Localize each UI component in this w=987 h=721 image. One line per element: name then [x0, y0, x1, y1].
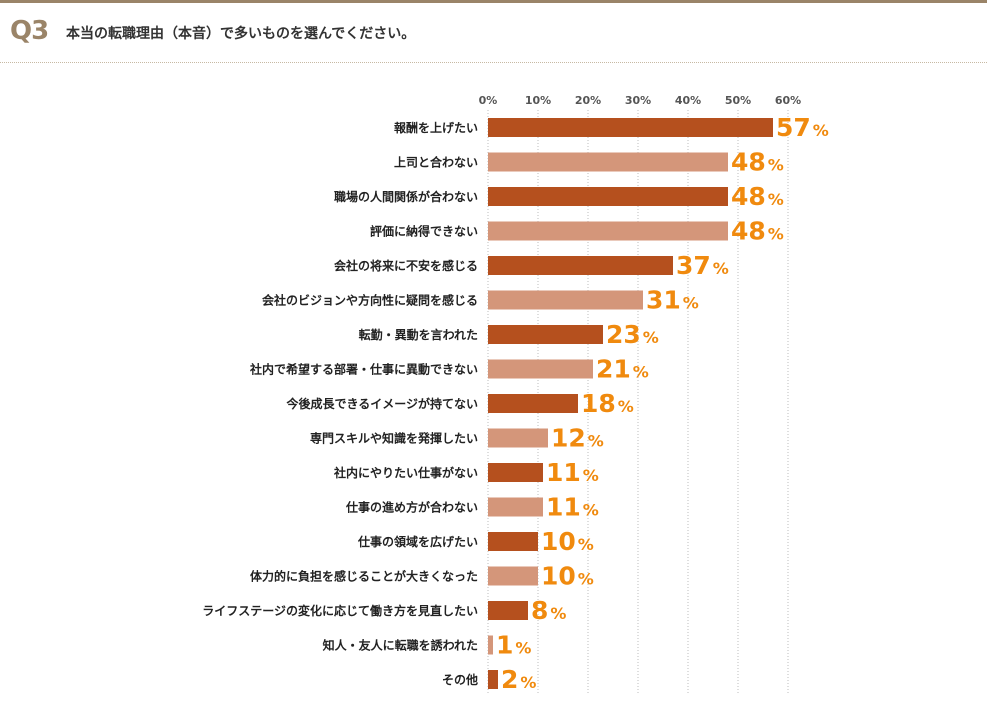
category-label: 上司と合わない	[394, 155, 478, 170]
x-tick-label: 40%	[675, 94, 701, 107]
value-number: 57	[776, 113, 811, 142]
value-number: 23	[606, 320, 641, 349]
value-number: 11	[546, 458, 581, 487]
value-label: 48%	[731, 217, 784, 246]
value-number: 37	[676, 251, 711, 280]
category-label: ライフステージの変化に応じて働き方を見直したい	[202, 603, 478, 618]
value-number: 48	[731, 182, 766, 211]
value-unit: %	[578, 570, 594, 589]
x-tick-label: 10%	[525, 94, 551, 107]
value-label: 2%	[501, 665, 536, 694]
value-label: 1%	[496, 631, 531, 660]
bar	[488, 566, 538, 586]
value-number: 48	[731, 217, 766, 246]
top-rule	[0, 0, 987, 3]
value-unit: %	[633, 363, 649, 382]
value-number: 12	[551, 424, 586, 453]
category-label: 報酬を上げたい	[394, 120, 478, 135]
value-label: 37%	[676, 251, 729, 280]
x-tick-label: 50%	[725, 94, 751, 107]
x-tick-label: 20%	[575, 94, 601, 107]
bar	[488, 187, 728, 206]
value-unit: %	[768, 190, 784, 209]
value-number: 18	[581, 389, 616, 418]
value-unit: %	[618, 397, 634, 416]
value-unit: %	[583, 501, 599, 520]
category-label: 社内にやりたい仕事がない	[333, 465, 478, 480]
value-label: 18%	[581, 389, 634, 418]
value-label: 57%	[776, 113, 829, 142]
value-number: 8	[531, 596, 548, 625]
value-unit: %	[813, 121, 829, 140]
value-label: 11%	[546, 493, 599, 522]
bar	[488, 532, 538, 551]
value-number: 10	[541, 527, 576, 556]
category-label: 転勤・異動を言われた	[359, 327, 478, 342]
value-unit: %	[643, 328, 659, 347]
category-label: 今後成長できるイメージが持てない	[285, 396, 478, 411]
category-label: 会社のビジョンや方向性に疑問を感じる	[262, 293, 478, 308]
category-label: 仕事の領域を広げたい	[357, 534, 478, 549]
bar	[488, 601, 528, 620]
value-unit: %	[515, 639, 531, 658]
value-unit: %	[550, 604, 566, 623]
question-header: Q3 本当の転職理由（本音）で多いものを選んでください。	[0, 3, 987, 61]
category-label: 仕事の進め方が合わない	[345, 500, 478, 515]
category-label: 専門スキルや知識を発揮したい	[310, 431, 478, 446]
bar	[488, 463, 543, 482]
value-number: 11	[546, 493, 581, 522]
value-unit: %	[768, 156, 784, 175]
value-unit: %	[713, 259, 729, 278]
value-number: 21	[596, 355, 631, 384]
value-number: 2	[501, 665, 518, 694]
value-label: 48%	[731, 182, 784, 211]
bar	[488, 428, 548, 448]
bar	[488, 290, 643, 310]
value-number: 31	[646, 286, 681, 315]
category-label: その他	[442, 672, 478, 687]
value-unit: %	[578, 535, 594, 554]
x-tick-label: 60%	[775, 94, 801, 107]
bar	[488, 221, 728, 241]
x-tick-label: 0%	[479, 94, 498, 107]
bar	[488, 325, 603, 344]
value-label: 10%	[541, 527, 594, 556]
bar	[488, 394, 578, 413]
value-unit: %	[588, 432, 604, 451]
value-unit: %	[683, 294, 699, 313]
category-label: 体力的に負担を感じることが大きくなった	[250, 569, 478, 584]
category-label: 会社の将来に不安を感じる	[334, 258, 478, 273]
category-label: 知人・友人に転職を誘われた	[322, 638, 478, 653]
bar	[488, 256, 673, 275]
category-label: 評価に納得できない	[370, 224, 478, 239]
header-divider	[0, 62, 987, 63]
value-label: 12%	[551, 424, 604, 453]
x-tick-label: 30%	[625, 94, 651, 107]
value-label: 23%	[606, 320, 659, 349]
bar	[488, 118, 773, 137]
bar	[488, 670, 498, 689]
bar	[488, 152, 728, 172]
category-label: 職場の人間関係が合わない	[334, 189, 478, 204]
value-unit: %	[583, 466, 599, 485]
value-number: 1	[496, 631, 513, 660]
value-label: 10%	[541, 562, 594, 591]
bar	[488, 497, 543, 517]
value-unit: %	[520, 673, 536, 692]
value-number: 10	[541, 562, 576, 591]
question-number: Q3	[10, 16, 49, 46]
value-label: 8%	[531, 596, 566, 625]
value-label: 21%	[596, 355, 649, 384]
value-label: 48%	[731, 148, 784, 177]
value-unit: %	[768, 225, 784, 244]
value-label: 31%	[646, 286, 699, 315]
bar	[488, 359, 593, 379]
value-label: 11%	[546, 458, 599, 487]
category-label: 社内で希望する部署・仕事に異動できない	[249, 362, 478, 377]
value-number: 48	[731, 148, 766, 177]
bar	[488, 635, 493, 655]
question-text: 本当の転職理由（本音）で多いものを選んでください。	[66, 26, 416, 42]
